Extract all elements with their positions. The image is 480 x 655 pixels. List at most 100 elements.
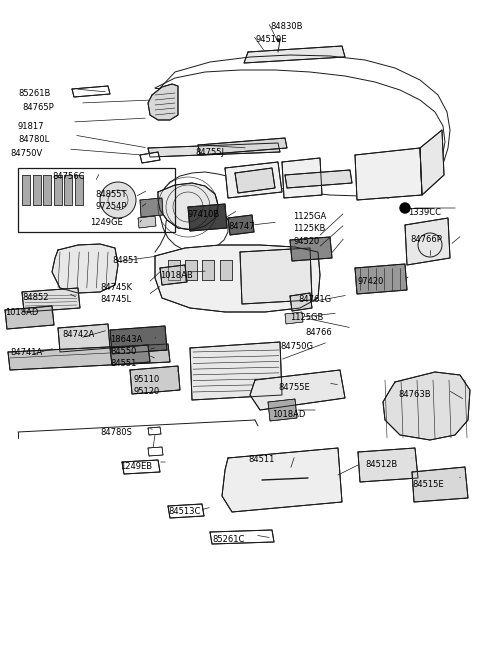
Text: 84745L: 84745L [100, 295, 131, 304]
Text: 84515E: 84515E [412, 480, 444, 489]
Text: 84512B: 84512B [365, 460, 397, 469]
Polygon shape [22, 175, 30, 205]
Text: 91817: 91817 [18, 122, 45, 131]
Text: 1249EB: 1249EB [120, 462, 152, 471]
Text: 84750V: 84750V [10, 149, 42, 158]
Polygon shape [185, 260, 197, 280]
Text: 84511: 84511 [248, 455, 275, 464]
Polygon shape [282, 158, 322, 198]
Polygon shape [110, 345, 150, 365]
Polygon shape [405, 218, 450, 265]
Text: 84742A: 84742A [62, 330, 94, 339]
Text: 97420: 97420 [358, 277, 384, 286]
Polygon shape [210, 530, 274, 544]
Polygon shape [285, 312, 303, 324]
Text: 84766P: 84766P [410, 235, 442, 244]
Text: 1125KB: 1125KB [293, 224, 325, 233]
Polygon shape [168, 260, 180, 280]
Polygon shape [355, 148, 422, 200]
Polygon shape [198, 138, 287, 155]
Polygon shape [122, 460, 160, 474]
Text: 84756C: 84756C [52, 172, 84, 181]
Text: 1125GB: 1125GB [290, 313, 324, 322]
Polygon shape [412, 467, 468, 502]
Polygon shape [148, 427, 161, 435]
Polygon shape [54, 175, 62, 205]
Text: 84780S: 84780S [100, 428, 132, 437]
Text: 84855T: 84855T [95, 190, 127, 199]
Text: 84766: 84766 [305, 328, 332, 337]
Text: 84745K: 84745K [100, 283, 132, 292]
Text: 1018AB: 1018AB [160, 271, 193, 280]
Polygon shape [52, 244, 118, 293]
Text: 1018AD: 1018AD [5, 308, 38, 317]
Text: 84763B: 84763B [398, 390, 431, 399]
Polygon shape [220, 260, 232, 280]
Text: 84761G: 84761G [298, 295, 331, 304]
Polygon shape [148, 84, 178, 120]
Polygon shape [64, 175, 72, 205]
Text: 95120: 95120 [133, 387, 159, 396]
Polygon shape [158, 183, 218, 230]
Polygon shape [43, 175, 51, 205]
Text: 84780L: 84780L [18, 135, 49, 144]
Polygon shape [72, 86, 110, 97]
Polygon shape [240, 248, 312, 304]
Polygon shape [75, 175, 83, 205]
Polygon shape [190, 342, 282, 400]
Polygon shape [140, 198, 163, 217]
Polygon shape [130, 366, 180, 394]
Text: 1339CC: 1339CC [408, 208, 441, 217]
Polygon shape [285, 170, 352, 188]
Text: 18643A: 18643A [110, 335, 143, 344]
Polygon shape [383, 372, 470, 440]
Text: 84755E: 84755E [278, 383, 310, 392]
Text: 85261B: 85261B [18, 89, 50, 98]
Circle shape [100, 182, 136, 218]
Polygon shape [225, 162, 282, 198]
Text: 97254P: 97254P [95, 202, 127, 211]
Polygon shape [148, 447, 163, 456]
Polygon shape [58, 324, 110, 352]
Circle shape [400, 203, 410, 213]
Polygon shape [355, 264, 407, 294]
Polygon shape [420, 130, 444, 195]
Polygon shape [235, 168, 275, 193]
Polygon shape [8, 344, 170, 370]
Polygon shape [290, 293, 312, 311]
Text: 1125GA: 1125GA [293, 212, 326, 221]
Text: 84747: 84747 [228, 222, 254, 231]
Polygon shape [22, 288, 80, 312]
Text: 1018AD: 1018AD [272, 410, 305, 419]
Text: 84550: 84550 [110, 347, 136, 356]
Polygon shape [290, 237, 332, 261]
Polygon shape [5, 306, 54, 329]
Polygon shape [268, 399, 297, 421]
Text: 84513C: 84513C [168, 507, 200, 516]
Text: 1249GE: 1249GE [90, 218, 123, 227]
Text: 94510E: 94510E [255, 35, 287, 44]
Polygon shape [138, 216, 156, 228]
Polygon shape [148, 143, 280, 157]
Polygon shape [140, 152, 160, 163]
Polygon shape [155, 245, 320, 312]
Polygon shape [160, 265, 187, 285]
Polygon shape [168, 504, 204, 518]
Text: 84765P: 84765P [22, 103, 54, 112]
Text: 84852: 84852 [22, 293, 48, 302]
Text: 95110: 95110 [133, 375, 159, 384]
Text: 84830B: 84830B [270, 22, 302, 31]
Bar [18, 168, 175, 232]
Polygon shape [110, 326, 167, 354]
Polygon shape [202, 260, 214, 280]
Text: 85261C: 85261C [212, 535, 244, 544]
Polygon shape [222, 448, 342, 512]
Polygon shape [228, 215, 254, 235]
Text: 97410B: 97410B [188, 210, 220, 219]
Text: 84551: 84551 [110, 359, 136, 368]
Text: 84851: 84851 [112, 256, 139, 265]
Text: 94520: 94520 [293, 237, 319, 246]
Text: 84755J: 84755J [195, 148, 224, 157]
Polygon shape [358, 448, 418, 482]
Polygon shape [244, 46, 345, 63]
